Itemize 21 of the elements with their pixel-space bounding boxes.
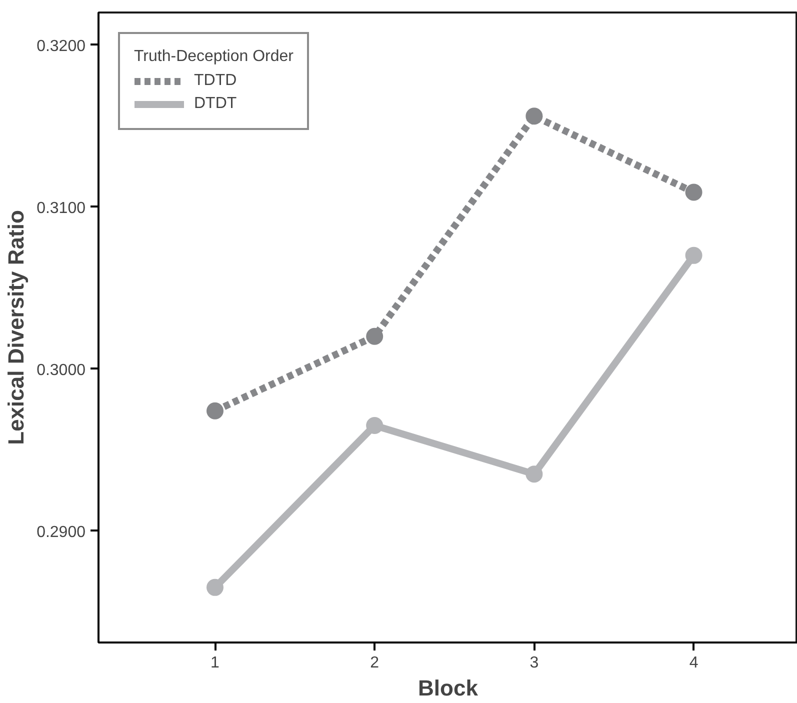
point [685, 184, 702, 201]
x-axis-title: Block [418, 676, 479, 700]
point [685, 246, 702, 264]
x-tick-label: 2 [370, 654, 380, 672]
x-tick-label: 3 [530, 654, 539, 672]
y-tick-label: 0.2900 [36, 524, 86, 541]
point [526, 108, 543, 125]
y-tick-label: 0.3000 [36, 362, 86, 379]
y-axis-title: Lexical Diversity Ratio [4, 210, 29, 445]
y-tick-label: 0.3100 [36, 200, 86, 217]
legend-label: TDTD [194, 72, 237, 90]
y-tick-label: 0.3200 [36, 38, 86, 55]
x-tick-label: 4 [689, 654, 698, 672]
point [366, 417, 384, 434]
legend-label: DTDT [194, 95, 237, 113]
point [526, 466, 543, 483]
legend-title: Truth-Deception Order [134, 48, 294, 66]
x-tick-label: 1 [210, 654, 220, 672]
point [206, 402, 224, 420]
point [366, 328, 384, 345]
point [206, 578, 224, 596]
